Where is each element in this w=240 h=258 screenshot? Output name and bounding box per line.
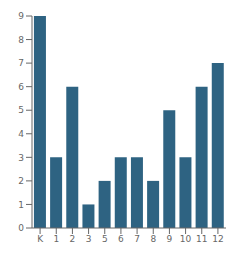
svg-text:3: 3 [86, 234, 92, 244]
svg-text:4: 4 [18, 129, 24, 139]
svg-text:9: 9 [18, 11, 24, 21]
svg-text:0: 0 [18, 223, 24, 233]
svg-text:7: 7 [134, 234, 140, 244]
svg-text:12: 12 [212, 234, 223, 244]
svg-text:5: 5 [102, 234, 108, 244]
svg-text:3: 3 [18, 153, 24, 163]
svg-text:1: 1 [18, 200, 24, 210]
svg-text:K: K [37, 234, 44, 244]
svg-text:1: 1 [53, 234, 59, 244]
svg-text:2: 2 [18, 176, 24, 186]
svg-text:8: 8 [18, 35, 24, 45]
svg-text:6: 6 [118, 234, 124, 244]
svg-text:2: 2 [70, 234, 76, 244]
svg-text:9: 9 [167, 234, 173, 244]
svg-text:10: 10 [180, 234, 192, 244]
svg-text:7: 7 [18, 58, 24, 68]
svg-text:11: 11 [196, 234, 207, 244]
svg-text:6: 6 [18, 82, 24, 92]
svg-text:5: 5 [18, 105, 24, 115]
svg-text:8: 8 [150, 234, 156, 244]
